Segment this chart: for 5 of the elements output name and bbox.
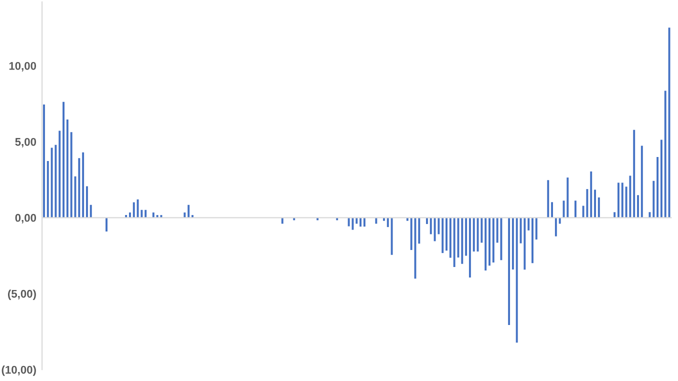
y-tick-label: (10,00): [2, 366, 36, 376]
y-tick-label: 10,00: [9, 62, 36, 72]
y-tick-label: 0,00: [15, 214, 36, 224]
y-tick-label: (5,00): [8, 290, 36, 300]
y-tick-label: 5,00: [15, 138, 36, 148]
